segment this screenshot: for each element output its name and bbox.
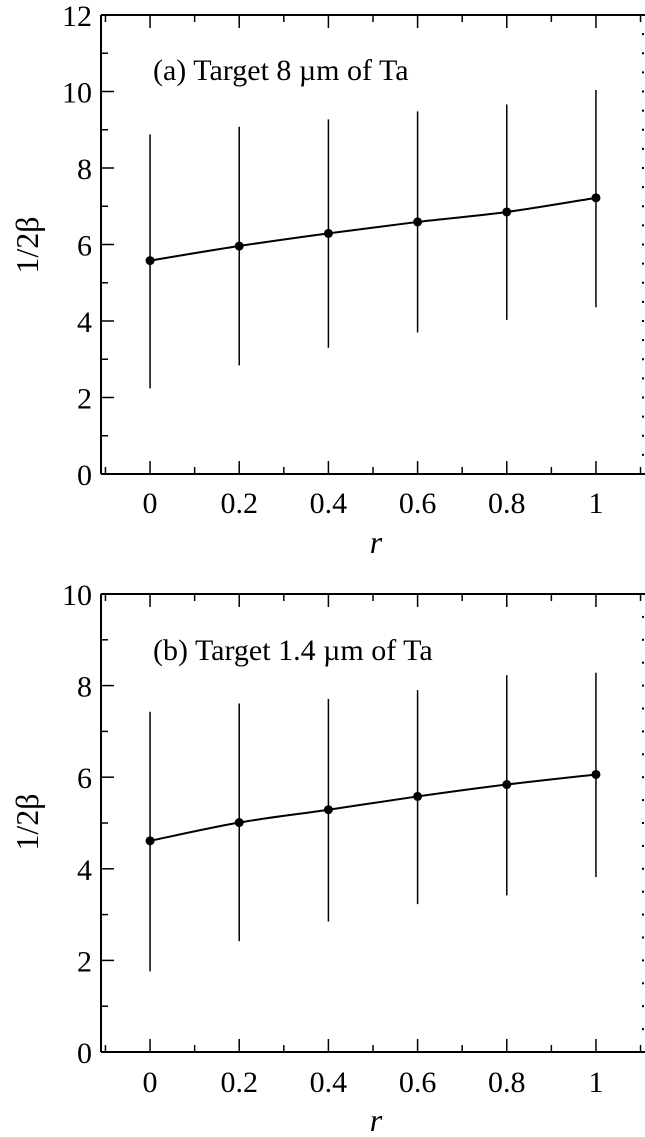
y-tick-label: 8 — [77, 153, 92, 186]
y-tick-label: 8 — [77, 671, 92, 704]
x-tick-label: 0.4 — [310, 487, 348, 520]
right-frame-tick — [642, 1005, 644, 1008]
right-frame-tick — [642, 473, 644, 475]
y-tick-label: 4 — [77, 306, 92, 339]
right-frame-tick — [642, 730, 644, 733]
data-point — [234, 818, 244, 828]
x-tick-label: 0.8 — [488, 487, 526, 520]
right-frame-tick — [642, 753, 644, 756]
chart-panel-b: 0 2 4 6 8 10 0 0.2 0.4 0.6 0.8 1 r 1/2β (b) Target 1.4… — [9, 579, 645, 1137]
right-frame-tick — [642, 661, 644, 664]
data-point — [591, 769, 601, 779]
right-frame-tick — [642, 339, 644, 342]
y-tick-label: 2 — [77, 383, 92, 416]
right-frame-tick — [642, 262, 644, 265]
right-frame-tick — [642, 776, 644, 779]
x-axis-label: r — [370, 524, 383, 560]
right-frame-tick — [642, 167, 644, 169]
panel-label: (b) Target 1.4 µm of Ta — [153, 634, 433, 667]
right-frame-tick — [642, 300, 644, 303]
y-tick-label: 10 — [62, 579, 92, 612]
right-frame-tick — [642, 14, 644, 16]
x-tick-label: 0.4 — [310, 1066, 348, 1099]
y-tick-label: 6 — [77, 230, 92, 263]
x-tick-label: 1 — [588, 1066, 603, 1099]
right-frame-tick — [642, 33, 644, 36]
data-point — [413, 791, 423, 801]
data-point — [323, 228, 333, 238]
y-tick-label: 6 — [77, 762, 92, 795]
right-frame-tick — [642, 936, 644, 939]
right-frame-tick — [642, 959, 644, 962]
x-axis-label: r — [370, 1102, 383, 1137]
x-tick-label: 0.2 — [220, 487, 258, 520]
y-tick-label: 2 — [77, 945, 92, 978]
data-point — [502, 207, 512, 217]
y-tick-label: 4 — [77, 854, 92, 887]
right-frame-tick — [642, 707, 644, 710]
right-frame-tick — [642, 890, 644, 893]
data-point — [234, 241, 244, 251]
right-frame-tick — [642, 913, 644, 916]
x-tick-label: 0.6 — [399, 1066, 437, 1099]
y-tick-label: 10 — [62, 77, 92, 110]
right-frame-tick — [642, 90, 644, 93]
x-tick-label: 0.6 — [399, 487, 437, 520]
data-point — [145, 836, 155, 846]
right-frame-tick — [642, 147, 644, 150]
right-frame-tick — [642, 224, 644, 227]
y-axis-label: 1/2β — [9, 216, 45, 273]
y-tick-label: 0 — [77, 459, 92, 492]
right-frame-tick — [642, 52, 644, 55]
y-tick-label: 0 — [77, 1037, 92, 1070]
x-tick-label: 0 — [143, 1066, 158, 1099]
x-tick-label: 0 — [143, 487, 158, 520]
right-frame-tick — [642, 415, 644, 418]
data-point — [145, 256, 155, 266]
right-frame-tick — [642, 638, 644, 641]
right-frame-tick — [642, 453, 644, 456]
x-tick-label: 0.2 — [220, 1066, 258, 1099]
series-line — [149, 196, 597, 262]
data-point — [502, 780, 512, 790]
right-frame-tick — [642, 615, 644, 618]
right-frame-tick — [642, 434, 644, 437]
right-frame-tick — [642, 186, 644, 189]
right-frame-tick — [642, 1051, 644, 1053]
right-frame-tick — [642, 593, 644, 595]
data-point — [591, 193, 601, 203]
right-frame-tick — [642, 844, 644, 847]
right-frame-tick — [642, 281, 644, 284]
series-line — [149, 773, 597, 842]
right-frame-tick — [642, 982, 644, 985]
data-point — [323, 805, 333, 815]
right-frame-tick — [642, 128, 644, 131]
right-frame-tick — [642, 822, 644, 824]
right-frame-tick — [642, 867, 644, 870]
right-frame-tick — [642, 1028, 644, 1031]
x-tick-label: 0.8 — [488, 1066, 526, 1099]
right-frame-tick — [642, 205, 644, 208]
y-axis-label: 1/2β — [9, 793, 45, 850]
right-frame-tick — [642, 799, 644, 802]
right-frame-tick — [642, 684, 644, 687]
right-frame-tick — [642, 243, 644, 246]
right-frame-tick — [642, 358, 644, 361]
right-frame-tick — [642, 109, 644, 112]
right-frame-tick — [642, 377, 644, 380]
chart-panel-a: 0 2 4 6 8 10 12 0 0.2 0.4 0.6 0.8 1 r 1/2β (a) Target 8… — [9, 0, 645, 560]
panel-label: (a) Target 8 µm of Ta — [153, 54, 409, 87]
right-frame-tick — [642, 396, 644, 399]
data-point — [413, 217, 423, 227]
right-frame-tick — [642, 320, 644, 322]
y-tick-label: 12 — [62, 0, 92, 33]
x-tick-label: 1 — [588, 487, 603, 520]
right-frame-tick — [642, 71, 644, 74]
